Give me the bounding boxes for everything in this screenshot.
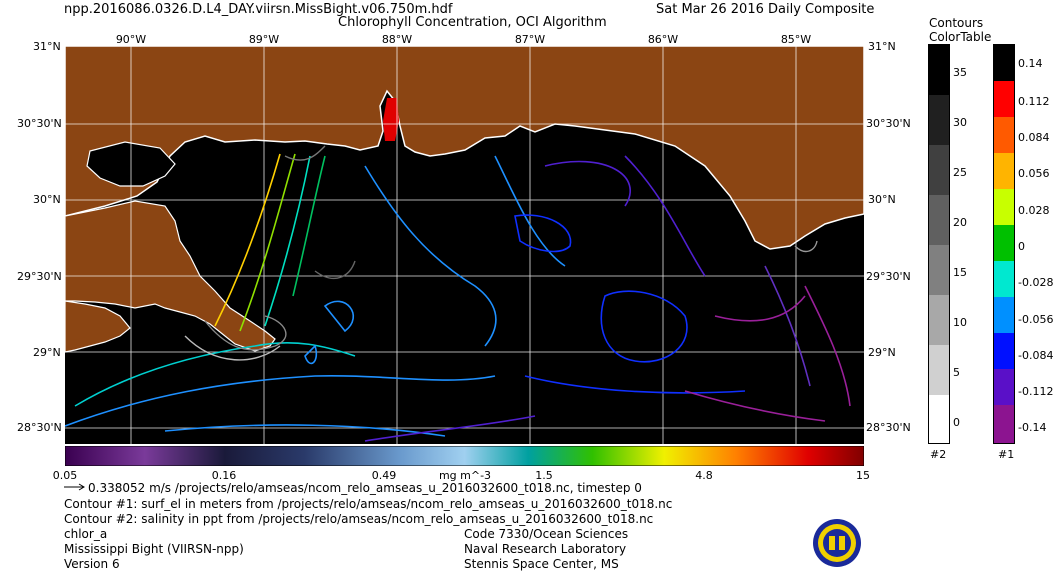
org-code: Code 7330/Ocean Sciences	[464, 527, 629, 541]
lon-label: 87°W	[514, 33, 546, 46]
lat-label-left: 28°30'N	[17, 421, 62, 434]
contour2-text: Contour #2: salinity in ppt from /projec…	[64, 512, 654, 526]
colorbar-units: mg m^-3	[438, 469, 492, 482]
surf-el-legend-id: #1	[998, 448, 1015, 461]
nrl-seal-logo	[813, 519, 861, 567]
org-name: Naval Research Laboratory	[464, 542, 627, 556]
surf-el-legend-label: 0.056	[1018, 167, 1050, 180]
colorbar-tick: 0.05	[52, 469, 78, 482]
surf-el-contours	[65, 153, 851, 442]
salinity-legend-id: #2	[930, 448, 947, 461]
lat-label-right: 29°30'N	[866, 270, 911, 283]
vector-arrow-icon	[64, 483, 85, 491]
colorbar-tick: 0.16	[211, 469, 237, 482]
lon-label: 90°W	[115, 33, 147, 46]
colorbar-tick: 0.49	[371, 469, 397, 482]
surf-el-legend	[993, 44, 1015, 444]
salinity-legend-label: 5	[953, 366, 960, 379]
lon-label: 85°W	[780, 33, 812, 46]
colorbar-tick: 15	[856, 469, 870, 482]
surf-el-legend-label: -0.112	[1018, 385, 1054, 398]
lat-label-right: 31°N	[868, 40, 896, 53]
salinity-legend-label: 25	[953, 166, 967, 179]
filename-label: npp.2016086.0326.D.L4_DAY.viirsn.MissBig…	[64, 2, 453, 17]
land-coast	[65, 46, 864, 250]
lon-label: 88°W	[381, 33, 413, 46]
lon-label: 86°W	[647, 33, 679, 46]
surf-el-legend-label: -0.056	[1018, 313, 1054, 326]
salinity-contours	[184, 145, 818, 361]
surf-el-legend-label: 0.112	[1018, 95, 1050, 108]
org-location: Stennis Space Center, MS	[464, 557, 619, 571]
salinity-legend-label: 0	[953, 416, 960, 429]
product-name: chlor_a	[64, 527, 108, 541]
lat-label-left: 29°30'N	[17, 270, 62, 283]
lat-label-left: 30°N	[33, 193, 61, 206]
lat-label-right: 30°N	[868, 193, 896, 206]
salinity-legend-label: 20	[953, 216, 967, 229]
mobile-bay-chl	[383, 98, 399, 141]
lat-label-left: 30°30'N	[17, 117, 62, 130]
composite-date: Sat Mar 26 2016 Daily Composite	[656, 2, 875, 17]
colorbar-tick: 1.5	[535, 469, 553, 482]
region-name: Mississippi Bight (VIIRSN-npp)	[64, 542, 244, 556]
vector-scale-text: 0.338052 m/s /projects/relo/amseas/ncom_…	[88, 481, 642, 495]
lat-label-right: 29°N	[868, 346, 896, 359]
salinity-legend-label: 35	[953, 66, 967, 79]
salinity-legend-label: 10	[953, 316, 967, 329]
surf-el-legend-label: -0.14	[1018, 421, 1047, 434]
surf-el-legend-label: -0.084	[1018, 349, 1054, 362]
land-southwest	[65, 300, 131, 353]
surf-el-legend-label: -0.028	[1018, 276, 1054, 289]
map-title: Chlorophyll Concentration, OCI Algorithm	[338, 15, 607, 30]
salinity-legend	[928, 44, 950, 444]
colorbar-tick: 4.8	[695, 469, 713, 482]
lat-label-right: 30°30'N	[866, 117, 911, 130]
graticule	[65, 46, 864, 444]
lat-label-right: 28°30'N	[866, 421, 911, 434]
salinity-legend-label: 30	[953, 116, 967, 129]
lat-label-left: 31°N	[33, 40, 61, 53]
surf-el-legend-label: 0	[1018, 240, 1025, 253]
contour1-text: Contour #1: surf_el in meters from /proj…	[64, 497, 673, 511]
legend-title-colortable: ColorTable	[929, 30, 992, 44]
legend-title-contours: Contours	[929, 16, 984, 30]
surf-el-legend-label: 0.084	[1018, 131, 1050, 144]
salinity-legend-label: 15	[953, 266, 967, 279]
surf-el-legend-label: 0.14	[1018, 57, 1043, 70]
version-text: Version 6	[64, 557, 120, 571]
chlorophyll-map	[65, 46, 864, 444]
surf-el-legend-label: 0.028	[1018, 204, 1050, 217]
lon-label: 89°W	[248, 33, 280, 46]
lat-label-left: 29°N	[33, 346, 61, 359]
chlorophyll-colorbar	[65, 446, 864, 466]
